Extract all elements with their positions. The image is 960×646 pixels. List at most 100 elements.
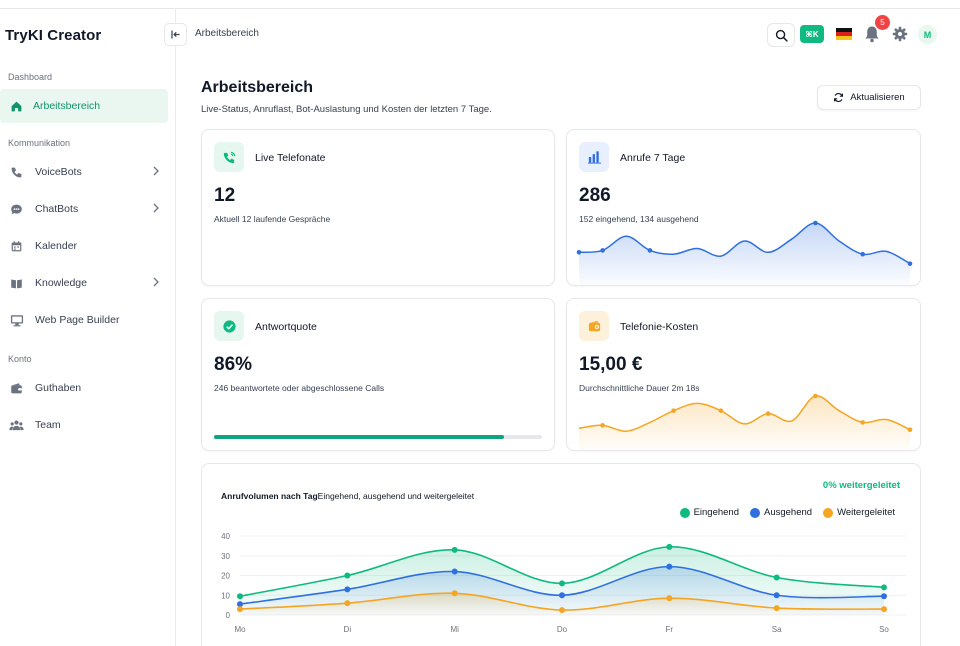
data-point[interactable]	[344, 572, 351, 579]
data-point[interactable]	[237, 601, 243, 608]
shortcut-badge[interactable]: ⌘K	[800, 25, 824, 43]
card-subtitle: 246 beantwortete oder abgeschlossene Cal…	[214, 383, 385, 393]
chart-legend: Eingehend Ausgehend Weitergeleitet	[669, 507, 895, 518]
sidebar-item-team[interactable]: Team	[0, 408, 168, 442]
y-tick-label: 20	[221, 572, 230, 581]
sparkline-point	[907, 261, 913, 266]
x-tick-label: Do	[557, 625, 568, 634]
data-point[interactable]	[451, 590, 458, 597]
team-icon	[9, 418, 24, 433]
sidebar-item-label: Team	[35, 419, 61, 431]
sidebar-item-label: Kalender	[35, 240, 78, 252]
data-point[interactable]	[559, 607, 565, 614]
data-point[interactable]	[237, 606, 243, 613]
card-value: 86%	[214, 354, 253, 375]
sparkline-area	[579, 222, 910, 285]
series-area-weitergeleitet	[240, 593, 884, 615]
answer-rate-progress-bar	[214, 435, 542, 439]
card-title: Antwortquote	[255, 321, 317, 333]
sidebar-item-guthaben[interactable]: Guthaben	[0, 371, 168, 405]
legend-dot	[750, 507, 760, 518]
legend-item-eingehend[interactable]: Eingehend	[679, 507, 739, 518]
data-point[interactable]	[666, 563, 673, 570]
german-flag-icon[interactable]	[836, 28, 852, 40]
forwarded-percent: 0% weitergeleitet	[822, 480, 900, 491]
search-icon	[775, 29, 788, 42]
collapse-sidebar-button[interactable]	[164, 23, 187, 46]
data-point[interactable]	[559, 580, 565, 587]
x-tick-label: Mo	[234, 625, 246, 634]
sparkline-point	[813, 220, 818, 226]
phone-icon	[9, 165, 24, 180]
card-subtitle: 152 eingehend, 134 ausgehend	[579, 214, 699, 224]
card-live-calls[interactable]: Live Telefonate 12 Aktuell 12 laufende G…	[201, 129, 555, 286]
wallet-icon	[9, 381, 24, 396]
card-calls-7-days[interactable]: Anrufe 7 Tage 286 152 eingehend, 134 aus…	[566, 129, 921, 286]
x-tick-label: Fr	[666, 625, 674, 634]
sparkline-point	[860, 251, 866, 257]
sidebar-item-label: VoiceBots	[35, 166, 82, 178]
data-point[interactable]	[237, 593, 243, 600]
calls-sparkline	[576, 220, 913, 285]
data-point[interactable]	[773, 592, 780, 599]
sparkline-point	[765, 411, 771, 416]
bell-icon[interactable]	[864, 25, 880, 43]
legend-label: Eingehend	[693, 507, 739, 518]
sidebar-section-dashboard: Dashboard	[8, 72, 53, 82]
legend-item-ausgehend[interactable]: Ausgehend	[750, 507, 812, 518]
card-value: 286	[579, 185, 611, 206]
gear-icon[interactable]	[892, 26, 908, 42]
x-tick-label: Di	[344, 625, 352, 634]
phone-call-icon	[214, 142, 244, 172]
chevron-right-icon	[152, 166, 160, 179]
avatar[interactable]: M	[918, 25, 937, 44]
search-button[interactable]	[767, 23, 795, 47]
card-value: 12	[214, 185, 236, 206]
data-point[interactable]	[344, 586, 351, 593]
data-point[interactable]	[666, 543, 673, 550]
card-title: Telefonie-Kosten	[620, 321, 699, 333]
sidebar-item-web-page-builder[interactable]: Web Page Builder	[0, 303, 168, 337]
x-tick-label: So	[879, 625, 889, 634]
sidebar-item-label: Guthaben	[35, 382, 82, 394]
y-tick-label: 10	[221, 591, 230, 600]
data-point[interactable]	[451, 568, 458, 575]
data-point[interactable]	[773, 605, 780, 612]
data-point[interactable]	[344, 600, 351, 607]
notification-badge: 5	[875, 15, 890, 30]
check-circle-icon	[214, 311, 244, 341]
data-point[interactable]	[881, 606, 887, 613]
sparkline-point	[600, 423, 605, 428]
refresh-button[interactable]: Aktualisieren	[817, 85, 921, 110]
data-point[interactable]	[451, 546, 458, 553]
data-point[interactable]	[881, 584, 887, 591]
card-telephony-costs[interactable]: Telefonie-Kosten 15,00 € Durchschnittlic…	[566, 298, 921, 451]
bar-chart-icon	[579, 142, 609, 172]
calendar-icon	[9, 239, 24, 254]
sidebar-item-knowledge[interactable]: Knowledge	[0, 266, 168, 300]
card-title: Anrufe 7 Tage	[620, 152, 686, 164]
card-value: 15,00 €	[579, 354, 643, 375]
sparkline-point	[860, 420, 866, 425]
page-subtitle: Live-Status, Anruflast, Bot-Auslastung u…	[201, 104, 492, 115]
data-point[interactable]	[881, 593, 887, 600]
chevron-right-icon	[152, 277, 160, 290]
coins-icon	[579, 311, 609, 341]
data-point[interactable]	[666, 595, 673, 602]
card-title: Live Telefonate	[255, 152, 326, 164]
card-answer-rate[interactable]: Antwortquote 86% 246 beantwortete oder a…	[201, 298, 555, 451]
data-point[interactable]	[559, 592, 565, 599]
sidebar-item-label: Arbeitsbereich	[33, 100, 101, 112]
refresh-label: Aktualisieren	[850, 92, 905, 103]
sparkline-point	[600, 248, 605, 253]
sidebar-item-arbeitsbereich[interactable]: Arbeitsbereich	[0, 89, 168, 123]
sidebar-item-kalender[interactable]: Kalender	[0, 229, 168, 263]
legend-dot	[679, 507, 690, 518]
sparkline-line	[578, 222, 911, 265]
sparkline-line	[578, 395, 911, 432]
data-point[interactable]	[773, 574, 780, 581]
sidebar-item-voicebots[interactable]: VoiceBots	[0, 155, 168, 189]
legend-item-weitergeleitet[interactable]: Weitergeleitet	[823, 507, 895, 518]
sidebar-item-chatbots[interactable]: ChatBots	[0, 192, 168, 226]
brand-logo: TryKI Creator	[5, 27, 102, 44]
